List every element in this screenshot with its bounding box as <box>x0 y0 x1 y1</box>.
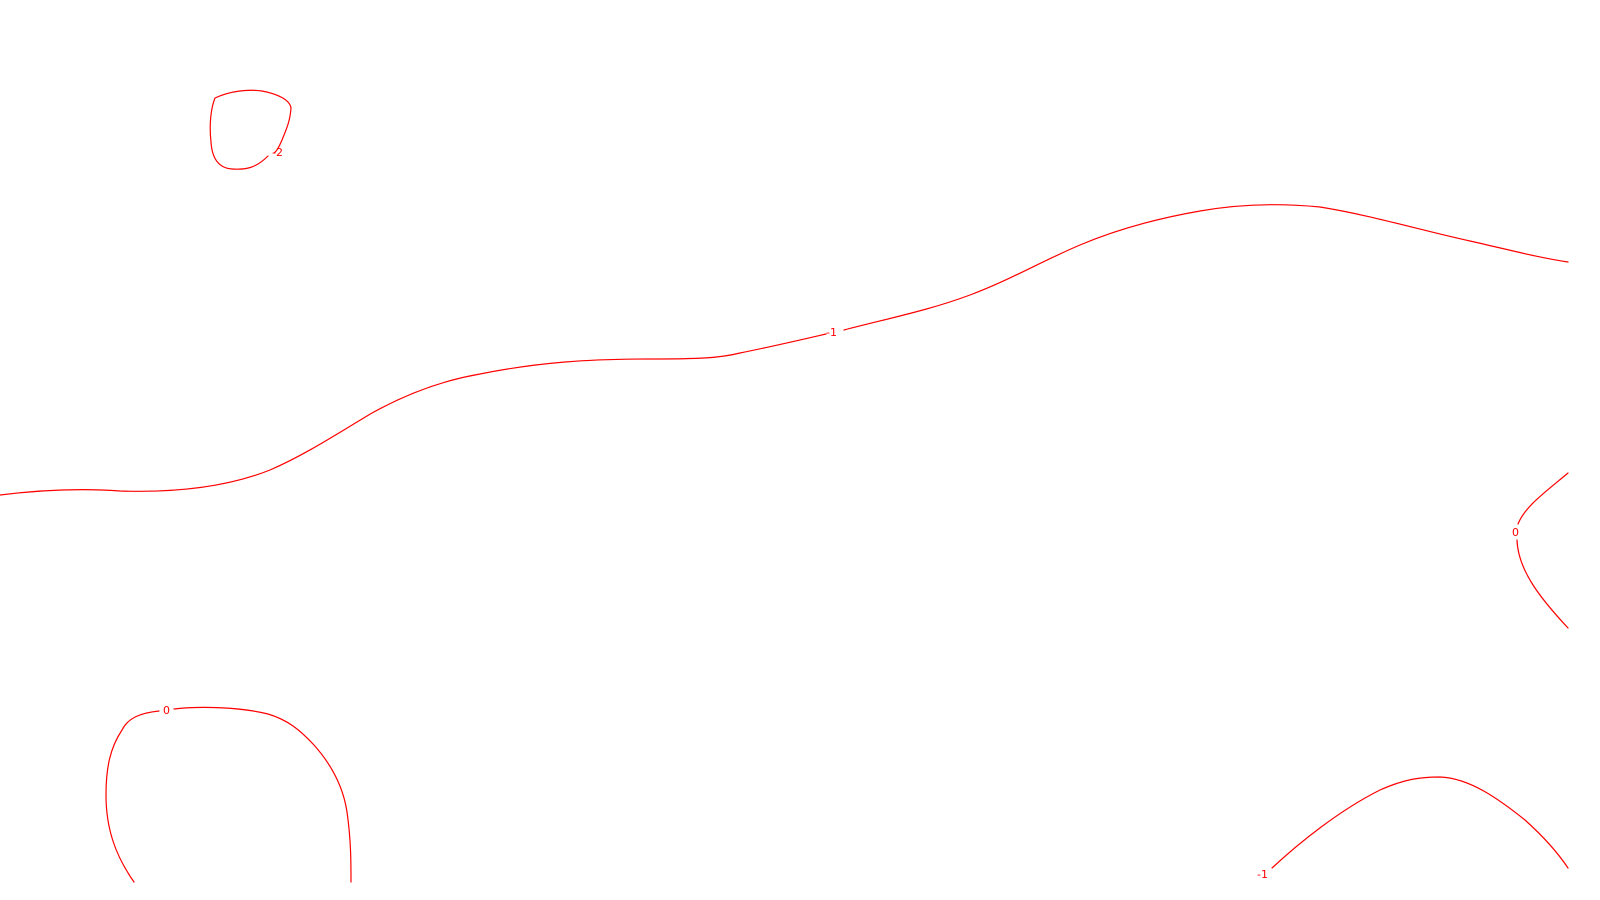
contour-line <box>209 89 292 170</box>
contour-label: -1 <box>1257 868 1268 881</box>
contour-line <box>843 204 1569 331</box>
contour-level-minus-1-bottom-right: -1 <box>1257 776 1569 881</box>
contour-level-0-right: 0 <box>1512 472 1569 629</box>
contour-line <box>1516 539 1569 629</box>
contour-label: 0 <box>163 704 170 717</box>
contour-line <box>1271 776 1569 869</box>
contour-label: -1 <box>826 326 837 339</box>
contour-line <box>173 706 352 883</box>
contour-line <box>1517 472 1569 525</box>
contour-line <box>0 333 827 496</box>
contour-level-minus-2: -2 <box>209 89 292 170</box>
contour-label: 0 <box>1512 526 1519 539</box>
contour-label: -2 <box>272 146 283 159</box>
contour-level-0-bottom-left: 0 <box>105 704 352 883</box>
contour-line <box>105 710 160 883</box>
contour-level-minus-1-main: -1 <box>0 204 1569 496</box>
